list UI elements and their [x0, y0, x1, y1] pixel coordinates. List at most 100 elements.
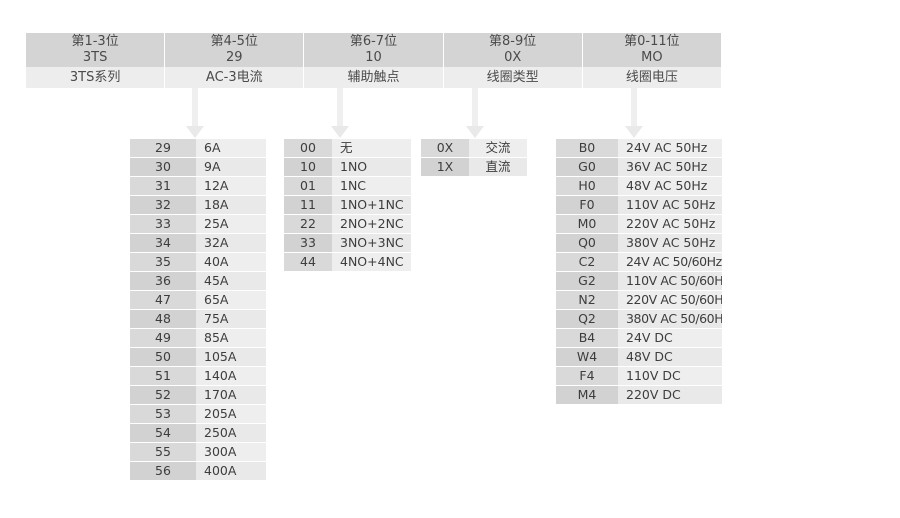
coil-voltage-desc-8: 220V AC 50/60Hz	[618, 290, 722, 310]
aux-contact-code-0: 00	[284, 139, 332, 158]
current-code-9: 48	[130, 309, 196, 329]
header-code-row: 第1-3位 3TS 第4-5位 29 第6-7位 10 第8-9位 0X 第0-…	[24, 33, 723, 67]
current-desc-2: 12A	[196, 176, 266, 196]
table-row: F4 110V DC	[556, 366, 722, 386]
current-code-0: 29	[130, 139, 196, 158]
coil-voltage-desc-3: 110V AC 50Hz	[618, 195, 722, 215]
table-row: 10 1NO	[284, 157, 411, 177]
table-row: 31 12A	[130, 176, 266, 196]
current-desc-4: 25A	[196, 214, 266, 234]
header-position-4: 第8-9位	[489, 34, 537, 49]
coil-type-code-1: 1X	[421, 157, 469, 177]
table-row: 52 170A	[130, 385, 266, 405]
coil-voltage-code-0: B0	[556, 139, 618, 158]
current-desc-8: 65A	[196, 290, 266, 310]
table-row: M4 220V DC	[556, 385, 722, 405]
current-code-14: 53	[130, 404, 196, 424]
coil-voltage-desc-11: 48V DC	[618, 347, 722, 367]
aux-contact-code-6: 44	[284, 252, 332, 272]
current-desc-1: 9A	[196, 157, 266, 177]
aux-contact-code-1: 10	[284, 157, 332, 177]
current-code-1: 30	[130, 157, 196, 177]
header-code-5: MO	[641, 50, 663, 65]
header-cell-2: 第4-5位 29	[164, 33, 305, 67]
table-row: 01 1NC	[284, 176, 411, 196]
coil-voltage-desc-4: 220V AC 50Hz	[618, 214, 722, 234]
coil-voltage-code-3: F0	[556, 195, 618, 215]
current-code-table: 29 6A 30 9A 31 12A 32 18A 33 25A 34 32A 35 40A 36 45A 47…	[130, 139, 266, 481]
current-desc-5: 32A	[196, 233, 266, 253]
table-row: C2 24V AC 50/60Hz	[556, 252, 722, 272]
current-desc-17: 400A	[196, 461, 266, 481]
table-row: 50 105A	[130, 347, 266, 367]
table-row: 32 18A	[130, 195, 266, 215]
header-code-2: 29	[226, 50, 243, 65]
current-desc-0: 6A	[196, 139, 266, 158]
table-row: 33 25A	[130, 214, 266, 234]
coil-voltage-desc-2: 48V AC 50Hz	[618, 176, 722, 196]
table-row: 51 140A	[130, 366, 266, 386]
table-row: Q0 380V AC 50Hz	[556, 233, 722, 253]
current-code-2: 31	[130, 176, 196, 196]
current-code-17: 56	[130, 461, 196, 481]
coil-type-code-table: 0X 交流 1X 直流	[421, 139, 527, 177]
coil-type-desc-0: 交流	[469, 139, 527, 158]
table-row: 48 75A	[130, 309, 266, 329]
aux-contact-desc-5: 3NO+3NC	[332, 233, 411, 253]
current-code-7: 36	[130, 271, 196, 291]
coil-voltage-desc-10: 24V DC	[618, 328, 722, 348]
table-row: N2 220V AC 50/60Hz	[556, 290, 722, 310]
coil-voltage-code-table: B0 24V AC 50Hz G0 36V AC 50Hz H0 48V AC 50Hz F…	[556, 139, 722, 405]
current-code-11: 50	[130, 347, 196, 367]
coil-voltage-code-12: F4	[556, 366, 618, 386]
current-desc-12: 140A	[196, 366, 266, 386]
table-row: 33 3NO+3NC	[284, 233, 411, 253]
aux-contact-code-5: 33	[284, 233, 332, 253]
header-cell-1: 第1-3位 3TS	[24, 33, 166, 67]
header-code-1: 3TS	[82, 50, 108, 65]
table-row: 00 无	[284, 139, 411, 158]
aux-contact-desc-4: 2NO+2NC	[332, 214, 411, 234]
current-desc-11: 105A	[196, 347, 266, 367]
table-row: 29 6A	[130, 139, 266, 158]
header-meaning-5: 线圈电压	[581, 67, 723, 88]
header-cell-3: 第6-7位 10	[303, 33, 444, 67]
aux-contact-code-3: 11	[284, 195, 332, 215]
current-desc-3: 18A	[196, 195, 266, 215]
table-row: 22 2NO+2NC	[284, 214, 411, 234]
header-position-2: 第4-5位	[210, 34, 258, 49]
coil-type-desc-1: 直流	[469, 157, 527, 177]
table-row: 11 1NO+1NC	[284, 195, 411, 215]
current-code-4: 33	[130, 214, 196, 234]
table-row: 1X 直流	[421, 157, 527, 177]
header-meaning-4: 线圈类型	[442, 67, 583, 88]
coil-voltage-code-1: G0	[556, 157, 618, 177]
current-desc-10: 85A	[196, 328, 266, 348]
current-code-6: 35	[130, 252, 196, 272]
table-row: 0X 交流	[421, 139, 527, 158]
header-meaning-1: 3TS系列	[24, 67, 166, 88]
aux-contact-desc-6: 4NO+4NC	[332, 252, 411, 272]
coil-voltage-code-2: H0	[556, 176, 618, 196]
aux-contact-desc-2: 1NC	[332, 176, 411, 196]
coil-voltage-code-13: M4	[556, 385, 618, 405]
current-code-13: 52	[130, 385, 196, 405]
current-rows: 29 6A 30 9A 31 12A 32 18A 33 25A 34 32A 35 40A 36 45A 47…	[130, 139, 266, 481]
aux-contact-code-2: 01	[284, 176, 332, 196]
header-cell-5: 第0-11位 MO	[581, 33, 723, 67]
current-desc-15: 250A	[196, 423, 266, 443]
table-row: 49 85A	[130, 328, 266, 348]
table-row: 36 45A	[130, 271, 266, 291]
header-cell-4: 第8-9位 0X	[442, 33, 583, 67]
coil-voltage-desc-9: 380V AC 50/60Hz	[618, 309, 722, 329]
header-meaning-3: 辅助触点	[303, 67, 444, 88]
coil-voltage-rows: B0 24V AC 50Hz G0 36V AC 50Hz H0 48V AC 50Hz F…	[556, 139, 722, 405]
current-code-5: 34	[130, 233, 196, 253]
arrow-down-coil-voltage	[625, 88, 643, 138]
coil-voltage-desc-12: 110V DC	[618, 366, 722, 386]
aux-contact-desc-0: 无	[332, 139, 411, 158]
table-row: 44 4NO+4NC	[284, 252, 411, 272]
coil-voltage-desc-5: 380V AC 50Hz	[618, 233, 722, 253]
table-row: 34 32A	[130, 233, 266, 253]
